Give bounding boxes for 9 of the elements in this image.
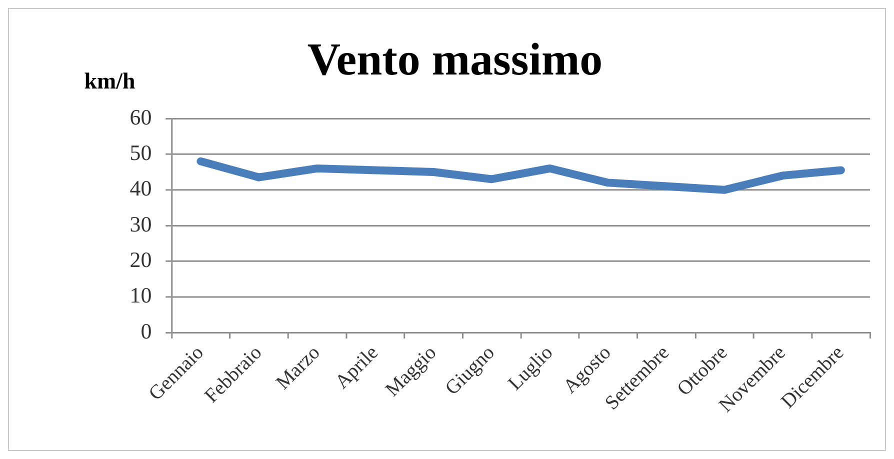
y-tick-label: 50 [130, 140, 152, 165]
chart-title: Vento massimo [307, 34, 603, 85]
y-tick-label: 10 [130, 282, 152, 308]
y-tick-label: 60 [130, 104, 152, 130]
y-tick-label: 20 [130, 246, 152, 272]
y-tick-label: 40 [130, 176, 152, 201]
y-tick-label: 30 [130, 211, 152, 236]
y-tick-label: 0 [140, 318, 152, 344]
y-axis-title: km/h [84, 68, 136, 94]
